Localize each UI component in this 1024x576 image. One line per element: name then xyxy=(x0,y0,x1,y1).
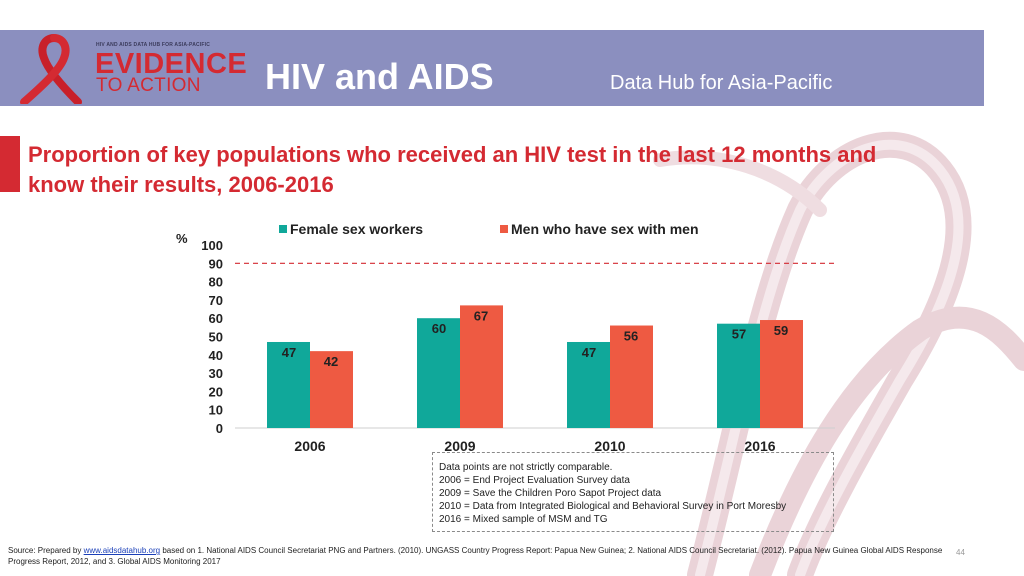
y-tick-label: 60 xyxy=(209,311,223,326)
red-ribbon-icon xyxy=(20,34,82,104)
legend-item-msm: Men who have sex with men xyxy=(500,221,699,237)
data-label: 57 xyxy=(732,327,746,342)
bar-msm xyxy=(460,305,503,428)
bar-msm xyxy=(610,325,653,428)
source-prefix: Source: Prepared by xyxy=(8,546,82,555)
legend-swatch-msm xyxy=(500,225,508,233)
note-line: 2006 = End Project Evaluation Survey dat… xyxy=(439,475,630,486)
legend-item-fsw: Female sex workers xyxy=(279,221,423,237)
x-tick-label: 2016 xyxy=(744,438,775,454)
y-axis-label: % xyxy=(176,231,188,246)
logo-tagline: HIV AND AIDS DATA HUB FOR ASIA-PACIFIC xyxy=(96,42,211,48)
y-tick-label: 70 xyxy=(209,293,223,308)
bar-msm xyxy=(760,320,803,428)
data-label: 47 xyxy=(582,345,596,360)
page-title: Proportion of key populations who receiv… xyxy=(28,142,877,197)
source-link[interactable]: www.aidsdatahub.org xyxy=(83,546,161,555)
note-box: Data points are not strictly comparable.… xyxy=(432,452,834,532)
x-tick-label: 2010 xyxy=(594,438,625,454)
logo-evidence: EVIDENCE xyxy=(95,48,248,80)
header-bar: HIV AND AIDS DATA HUB FOR ASIA-PACIFIC E… xyxy=(0,30,984,106)
y-tick-label: 10 xyxy=(209,403,223,418)
bar-fsw xyxy=(417,318,460,428)
bar-msm xyxy=(310,351,353,428)
data-label: 47 xyxy=(282,345,296,360)
note-line: Data points are not strictly comparable. xyxy=(439,462,613,473)
page-number: 44 xyxy=(956,548,965,557)
y-tick-label: 30 xyxy=(209,366,223,381)
legend-label-fsw: Female sex workers xyxy=(290,221,424,237)
data-label: 67 xyxy=(474,308,488,323)
logo: HIV AND AIDS DATA HUB FOR ASIA-PACIFIC E… xyxy=(20,34,250,104)
source-footer: Source: Prepared by www.aidsdatahub.org … xyxy=(8,545,953,567)
y-tick-label: 90 xyxy=(209,256,223,271)
data-label: 56 xyxy=(624,329,638,344)
header-subtitle: Data Hub for Asia-Pacific xyxy=(610,72,833,94)
y-tick-label: 50 xyxy=(209,330,223,345)
logo-to-action: TO ACTION xyxy=(96,75,201,96)
data-label: 60 xyxy=(432,321,446,336)
bar-fsw xyxy=(567,341,610,428)
title-accent-bar xyxy=(0,136,20,192)
legend-label-msm: Men who have sex with men xyxy=(511,221,699,237)
header-title: HIV and AIDS xyxy=(265,56,494,97)
bar-fsw xyxy=(717,323,760,428)
y-tick-label: 100 xyxy=(201,238,223,253)
legend-swatch-fsw xyxy=(279,225,287,233)
note-line: 2010 = Data from Integrated Biological a… xyxy=(439,501,787,512)
data-label: 59 xyxy=(774,323,788,338)
y-tick-label: 40 xyxy=(209,348,223,363)
y-tick-label: 0 xyxy=(216,421,223,436)
y-tick-label: 80 xyxy=(209,275,223,290)
y-tick-label: 20 xyxy=(209,384,223,399)
bar-fsw xyxy=(267,341,310,428)
note-line: 2016 = Mixed sample of MSM and TG xyxy=(439,514,608,525)
x-tick-label: 2006 xyxy=(294,438,325,454)
x-tick-label: 2009 xyxy=(444,438,475,454)
source-text: based on 1. National AIDS Council Secret… xyxy=(8,546,943,566)
note-line: 2009 = Save the Children Poro Sapot Proj… xyxy=(439,488,662,499)
data-label: 42 xyxy=(324,354,338,369)
